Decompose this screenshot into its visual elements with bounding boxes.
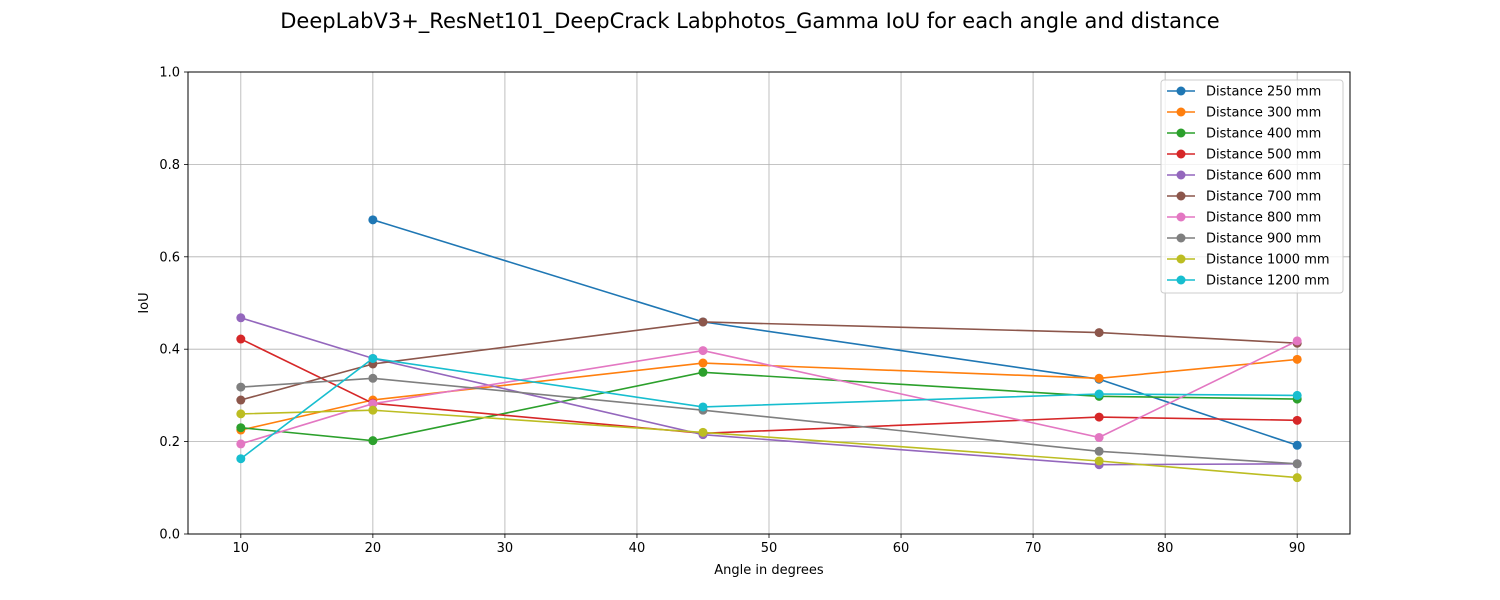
data-point	[1094, 432, 1104, 442]
data-point	[1094, 446, 1104, 456]
legend-label: Distance 250 mm	[1206, 85, 1321, 100]
data-point	[698, 427, 708, 437]
x-tick-label: 20	[365, 541, 382, 556]
data-point	[698, 367, 708, 377]
y-tick-label: 0.4	[159, 343, 180, 358]
chart-title: DeepLabV3+_ResNet101_DeepCrack Labphotos…	[280, 9, 1219, 34]
data-point	[236, 423, 246, 433]
data-point	[1292, 473, 1302, 483]
series-9	[236, 405, 1302, 483]
x-tick-label: 10	[233, 541, 250, 556]
legend-item: Distance 400 mm	[1167, 127, 1321, 142]
data-point	[1292, 390, 1302, 400]
x-tick-label: 80	[1157, 541, 1174, 556]
data-point	[236, 454, 246, 464]
legend-label: Distance 400 mm	[1206, 127, 1321, 142]
data-point	[1094, 373, 1104, 383]
plot-series	[236, 215, 1302, 483]
legend-marker	[1176, 212, 1186, 222]
data-point	[368, 353, 378, 363]
legend-label: Distance 1000 mm	[1206, 253, 1330, 268]
y-tick-label: 1.0	[159, 66, 180, 81]
x-tick-label: 60	[893, 541, 910, 556]
legend-marker	[1176, 149, 1186, 159]
legend-label: Distance 700 mm	[1206, 190, 1321, 205]
data-point	[368, 405, 378, 415]
series-10	[236, 353, 1302, 464]
axis-ticks: 10 20 30 40 50 60 70 80 90 0.0 0.2 0.4 0.6 0.8 1.0	[159, 66, 1305, 557]
data-point	[236, 409, 246, 419]
data-point	[1094, 456, 1104, 466]
legend-marker	[1176, 107, 1186, 117]
legend-label: Distance 900 mm	[1206, 232, 1321, 247]
data-point	[236, 334, 246, 344]
data-point	[698, 317, 708, 327]
data-point	[368, 399, 378, 409]
data-point	[698, 346, 708, 356]
y-tick-label: 0.0	[159, 528, 180, 543]
data-point	[1094, 328, 1104, 338]
legend-marker	[1176, 86, 1186, 96]
legend-item: Distance 900 mm	[1167, 232, 1321, 247]
legend-label: Distance 1200 mm	[1206, 274, 1330, 289]
data-point	[698, 402, 708, 412]
data-point	[1094, 412, 1104, 422]
x-tick-label: 30	[497, 541, 514, 556]
data-point	[236, 395, 246, 405]
y-axis-label: IoU	[137, 292, 152, 313]
legend-marker	[1176, 254, 1186, 264]
legend-marker	[1176, 170, 1186, 180]
legend-marker	[1176, 128, 1186, 138]
series-line	[372, 219, 1298, 447]
legend-item: Distance 250 mm	[1167, 85, 1321, 100]
data-point	[698, 358, 708, 368]
legend-item: Distance 800 mm	[1167, 211, 1321, 226]
data-point	[1094, 389, 1104, 399]
x-tick-label: 70	[1025, 541, 1042, 556]
y-tick-label: 0.6	[159, 250, 180, 265]
x-axis-label: Angle in degrees	[714, 563, 824, 578]
data-point	[1292, 354, 1302, 364]
data-point	[236, 382, 246, 392]
data-point	[368, 436, 378, 446]
legend-box	[1160, 79, 1344, 294]
legend-item: Distance 1000 mm	[1167, 253, 1330, 268]
data-point	[236, 439, 246, 449]
data-point	[1292, 440, 1302, 450]
legend-label: Distance 600 mm	[1206, 169, 1321, 184]
data-point	[368, 373, 378, 383]
data-point	[1292, 336, 1302, 346]
legend-item: Distance 600 mm	[1167, 169, 1321, 184]
y-tick-label: 0.2	[159, 435, 180, 450]
legend-marker	[1176, 275, 1186, 285]
data-point	[236, 313, 246, 323]
data-point	[1292, 459, 1302, 469]
legend-item: Distance 300 mm	[1167, 106, 1321, 121]
x-tick-label: 90	[1289, 541, 1306, 556]
legend-item: Distance 700 mm	[1167, 190, 1321, 205]
legend-item: Distance 500 mm	[1167, 148, 1321, 163]
data-point	[1292, 415, 1302, 425]
legend-label: Distance 300 mm	[1206, 106, 1321, 121]
data-point	[368, 215, 378, 225]
y-tick-label: 0.8	[159, 158, 180, 173]
legend-marker	[1176, 191, 1186, 201]
legend-item: Distance 1200 mm	[1167, 274, 1330, 289]
series-7	[236, 336, 1302, 449]
legend: Distance 250 mm Distance 300 mm Distance 4…	[1160, 79, 1344, 294]
x-tick-label: 40	[629, 541, 646, 556]
x-tick-label: 50	[761, 541, 778, 556]
legend-label: Distance 500 mm	[1206, 148, 1321, 163]
legend-marker	[1176, 233, 1186, 243]
legend-label: Distance 800 mm	[1206, 211, 1321, 226]
